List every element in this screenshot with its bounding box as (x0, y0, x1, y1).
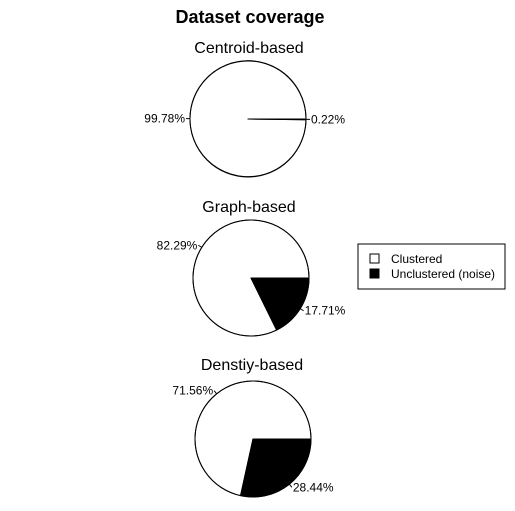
pie-label-tick-density-clustered (213, 390, 218, 395)
pie-centroid: 99.78% 0.22% (144, 60, 345, 178)
pie-density: 71.56% 28.44% (172, 380, 334, 498)
pie-title-graph: Graph-based (202, 199, 295, 216)
pie-outline-graph (192, 219, 310, 337)
pie-outline-centroid (189, 60, 307, 178)
pie-label-tick-graph-unclustered (299, 308, 304, 312)
pie-panel-centroid: Centroid-based 99.78% 0.22% (144, 40, 345, 178)
pie-label-density-unclustered: 28.44% (293, 480, 334, 494)
legend-box (357, 243, 506, 290)
pie-label-tick-graph-clustered (198, 244, 203, 248)
pie-title-centroid: Centroid-based (194, 40, 303, 57)
pie-label-density-clustered: 71.56% (172, 384, 213, 398)
legend-label-unclustered: Unclustered (noise) (391, 267, 495, 281)
pie-label-graph-clustered: 82.29% (157, 238, 198, 252)
legend-swatch-unclustered (369, 268, 380, 279)
pie-label-graph-unclustered: 17.71% (305, 304, 346, 318)
legend: Clustered Unclustered (noise) (357, 243, 506, 290)
pie-panel-density: Denstiy-based 71.56% 28.44% (172, 357, 334, 498)
pie-graph: 82.29% 17.71% (157, 219, 346, 337)
legend-swatch-clustered (369, 253, 380, 264)
pie-outline-density (194, 380, 312, 498)
pie-label-tick-density-unclustered (288, 483, 293, 488)
pie-title-density: Denstiy-based (201, 357, 303, 374)
pie-label-centroid-unclustered: 0.22% (311, 112, 345, 126)
pie-panel-graph: Graph-based 82.29% 17.71% (157, 199, 346, 337)
figure-title: Dataset coverage (175, 7, 324, 27)
pie-label-centroid-clustered: 99.78% (144, 112, 185, 126)
legend-label-clustered: Clustered (391, 252, 442, 266)
